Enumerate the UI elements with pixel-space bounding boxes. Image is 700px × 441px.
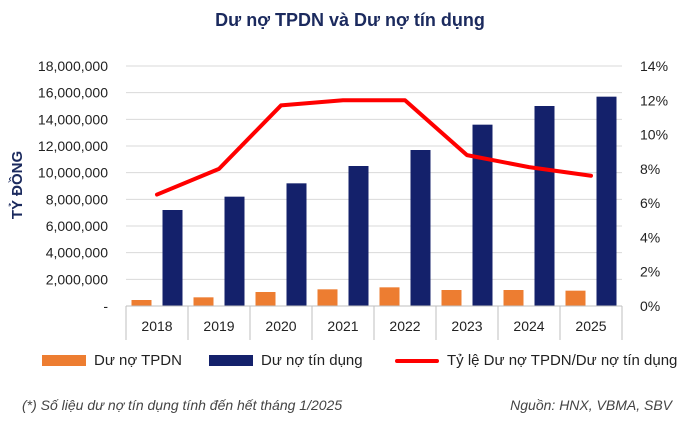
- y-tick-label: 18,000,000: [38, 58, 108, 74]
- line-series: [155, 98, 593, 197]
- bar-tpdn: [379, 287, 400, 306]
- chart-legend: Dư nợ TPDN Dư nợ tín dụng Tỷ lệ Dư nợ TP…: [0, 352, 700, 374]
- x-tick-label: 2021: [327, 318, 358, 334]
- x-tick-label: 2018: [141, 318, 172, 334]
- bar-tpdn: [441, 290, 462, 306]
- legend-swatch-tin-dung: [209, 355, 253, 366]
- bar-tin-dung: [410, 150, 431, 306]
- x-tick-label: 2023: [451, 318, 482, 334]
- y-tick-label: 8,000,000: [46, 191, 108, 207]
- bar-tpdn: [255, 292, 276, 306]
- legend-item-tpdn: Dư nợ TPDN: [42, 352, 182, 369]
- x-tick-label: 2024: [513, 318, 544, 334]
- y-tick-label: 10,000,000: [38, 165, 108, 181]
- bar-tin-dung: [162, 210, 183, 306]
- source-note: Nguồn: HNX, VBMA, SBV: [510, 397, 672, 413]
- legend-label-ty-le: Tỷ lệ Dư nợ TPDN/Dư nợ tín dụng: [447, 352, 678, 369]
- bar-tpdn: [503, 290, 524, 306]
- chart-title: Dư nợ TPDN và Dư nợ tín dụng: [215, 10, 485, 30]
- bar-tin-dung: [224, 196, 245, 306]
- y2-tick-label: 8%: [640, 161, 660, 177]
- bar-tpdn: [565, 290, 586, 306]
- x-tick-label: 2025: [575, 318, 606, 334]
- bar-tpdn: [131, 300, 152, 306]
- bar-tin-dung: [596, 96, 617, 307]
- y-tick-label: -: [103, 298, 108, 314]
- y-tick-label: 12,000,000: [38, 138, 108, 154]
- bar-tin-dung: [472, 124, 493, 307]
- legend-label-tpdn: Dư nợ TPDN: [94, 352, 182, 369]
- y2-tick-label: 0%: [640, 298, 660, 314]
- x-tick-label: 2020: [265, 318, 296, 334]
- y-tick-label: 4,000,000: [46, 245, 108, 261]
- y2-tick-label: 2%: [640, 264, 660, 280]
- y-tick-label: 2,000,000: [46, 271, 108, 287]
- bar-tin-dung: [534, 106, 555, 306]
- y-tick-label: 14,000,000: [38, 111, 108, 127]
- legend-swatch-ty-le: [395, 358, 439, 363]
- bar-tpdn: [193, 297, 214, 306]
- y2-tick-label: 12%: [640, 92, 668, 108]
- footnote: (*) Số liệu dư nợ tín dụng tính đến hết …: [22, 397, 343, 413]
- y2-tick-label: 6%: [640, 195, 660, 211]
- bar-tin-dung: [348, 166, 369, 306]
- y-axis-label: TỶ ĐỒNG: [8, 151, 26, 219]
- bar-tpdn: [317, 289, 338, 306]
- legend-item-ty-le: Tỷ lệ Dư nợ TPDN/Dư nợ tín dụng: [395, 352, 677, 369]
- legend-label-tin-dung: Dư nợ tín dụng: [261, 352, 363, 369]
- bar-series: [131, 96, 617, 307]
- bar-tin-dung: [286, 183, 307, 306]
- y2-tick-label: 4%: [640, 229, 660, 245]
- line-ty-le: [155, 98, 593, 197]
- legend-swatch-tpdn: [42, 355, 86, 366]
- x-tick-label: 2019: [203, 318, 234, 334]
- y2-tick-label: 14%: [640, 58, 668, 74]
- x-tick-label: 2022: [389, 318, 420, 334]
- axes: - 2,000,000 4,000,000 6,000,000 8,000,000 10,…: [38, 58, 668, 340]
- y-tick-label: 16,000,000: [38, 85, 108, 101]
- y-tick-label: 6,000,000: [46, 218, 108, 234]
- y2-tick-label: 10%: [640, 127, 668, 143]
- legend-item-tin-dung: Dư nợ tín dụng: [209, 352, 363, 369]
